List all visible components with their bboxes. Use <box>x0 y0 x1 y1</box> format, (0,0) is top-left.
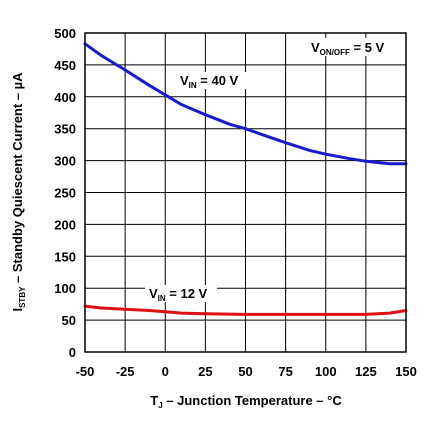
y-tick-label: 450 <box>54 58 76 73</box>
annotation-prefix: V <box>311 40 320 55</box>
series-line-1 <box>83 304 408 316</box>
y-tick-label: 400 <box>54 90 76 105</box>
x-tick-label: 50 <box>238 364 252 379</box>
svg-text:VIN = 12 V: VIN = 12 V <box>149 286 208 303</box>
x-axis-title: TJ – Junction Temperature – °C <box>150 393 342 410</box>
y-tick-label: 150 <box>54 249 76 264</box>
series-label-sub: IN <box>158 294 166 303</box>
y-tick-label: 50 <box>62 313 76 328</box>
y-tick-label: 250 <box>54 186 76 201</box>
x-tick-label: 100 <box>315 364 337 379</box>
y-tick-label: 500 <box>54 26 76 41</box>
svg-text:VON/OFF = 5 V: VON/OFF = 5 V <box>311 40 385 57</box>
x-tick-label: 25 <box>198 364 212 379</box>
annotation-rest: = 5 V <box>350 40 385 55</box>
series-layer <box>83 42 408 316</box>
series-label-vin-40: VIN = 40 V <box>176 72 246 90</box>
series-label-prefix: V <box>149 286 158 301</box>
x-tick-label: 150 <box>395 364 417 379</box>
y-tick-label: 0 <box>69 345 76 360</box>
annotation-von-off: VON/OFF = 5 V <box>307 38 391 57</box>
series-label-prefix: V <box>180 73 189 88</box>
y-axis-title: ISTBY – Standby Quiescent Current – µA <box>10 72 27 312</box>
x-tick-label: -25 <box>116 364 135 379</box>
y-tick-label: 200 <box>54 217 76 232</box>
x-tick-label: 0 <box>162 364 169 379</box>
series-label-rest: = 12 V <box>166 286 208 301</box>
tick-labels: -50 -25 0 25 50 75 100 125 150 0 50 100 150 200 250 300… <box>54 26 417 379</box>
plot-frame <box>84 32 407 353</box>
series-label-sub: IN <box>189 81 197 90</box>
annotation-sub: ON/OFF <box>320 48 350 57</box>
y-tick-label: 300 <box>54 154 76 169</box>
y-tick-label: 350 <box>54 122 76 137</box>
svg-text:VIN = 40 V: VIN = 40 V <box>180 73 239 90</box>
series-label-vin-12: VIN = 12 V <box>145 285 217 303</box>
x-tick-label: 125 <box>355 364 377 379</box>
series-label-rest: = 40 V <box>197 73 239 88</box>
x-tick-label: -50 <box>76 364 95 379</box>
series-line-0 <box>83 42 408 166</box>
x-tick-label: 75 <box>278 364 292 379</box>
y-tick-label: 100 <box>54 281 76 296</box>
